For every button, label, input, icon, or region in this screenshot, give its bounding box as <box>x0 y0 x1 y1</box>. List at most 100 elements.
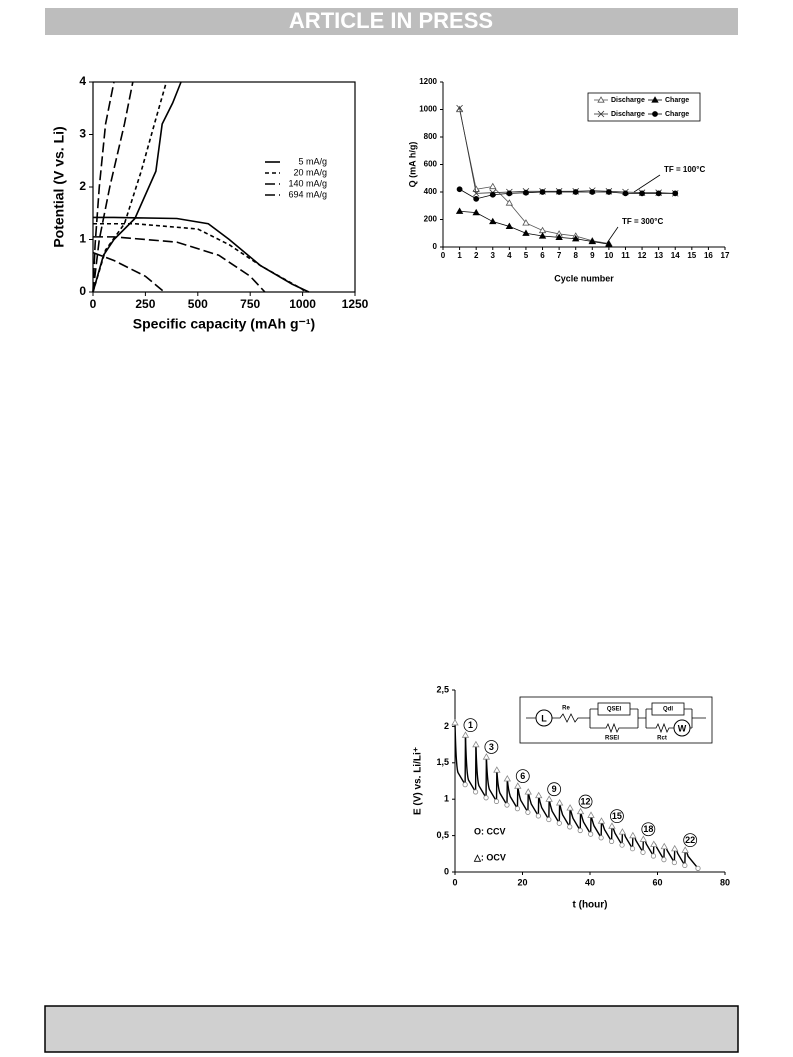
circuit-label: RSEI <box>605 736 619 742</box>
y-tick-label: 1,5 <box>436 757 449 767</box>
point <box>577 827 583 834</box>
x-axis-title: Specific capacity (mAh g⁻¹) <box>133 316 315 332</box>
circuit-label: L <box>541 713 547 723</box>
point <box>587 811 595 818</box>
point <box>597 817 606 824</box>
x-tick-label: 80 <box>720 877 730 887</box>
point <box>545 795 553 802</box>
point <box>556 820 562 826</box>
point <box>619 842 625 848</box>
peak-label-circle <box>463 718 478 733</box>
point <box>566 804 574 811</box>
point <box>682 862 688 869</box>
x-tick-label: 13 <box>654 251 663 260</box>
legend-label: △: OCV <box>473 852 506 862</box>
series-line <box>92 81 306 293</box>
series-line <box>92 81 165 293</box>
x-tick-label: 0 <box>441 251 446 260</box>
series-line <box>92 81 266 293</box>
peak-label-circle <box>610 809 624 824</box>
point <box>489 182 497 190</box>
figure-3: L Re QSEI RSEI Qdl Rct W 0 20 40 60 80 0 0,5 1 1… <box>413 684 730 910</box>
x-tick-label: 2 <box>474 251 479 260</box>
point <box>650 853 657 859</box>
annotation: TF = 100°C <box>664 165 705 174</box>
figure-2: 0 1 2 3 4 5 6 7 8 9 10 11 12 13 14 15 16 1702004006008001… <box>407 77 730 283</box>
x-tick-label: 15 <box>687 251 696 260</box>
x-tick-label: 12 <box>638 251 647 260</box>
point <box>608 838 615 845</box>
point <box>505 222 514 229</box>
x-tick-label: 60 <box>652 877 662 887</box>
legend-label: Discharge <box>611 97 645 104</box>
y-tick-label: 0 <box>444 866 449 876</box>
x-tick-label: 20 <box>517 877 527 887</box>
point <box>493 766 501 773</box>
peak-label-circle <box>578 794 593 809</box>
point <box>629 846 636 852</box>
point <box>493 798 500 804</box>
point <box>556 189 563 195</box>
circuit-label: QSEI <box>607 707 622 713</box>
figure-1: 0 250 500 750 1000 1250 0 1 2 3 4 Specific capacity… <box>51 74 369 332</box>
point <box>524 788 532 795</box>
point <box>629 831 637 839</box>
point <box>588 237 596 245</box>
point <box>456 186 463 193</box>
circuit-warburg <box>673 719 691 737</box>
circuit-qsei <box>597 702 631 716</box>
point <box>608 822 616 829</box>
legend-marker <box>651 96 659 103</box>
x-tick-label: 1000 <box>289 297 316 311</box>
point <box>514 806 521 812</box>
x-tick-label: 4 <box>507 251 512 260</box>
circuit-label: Qdl <box>663 707 673 713</box>
x-tick-label: 1250 <box>342 297 369 311</box>
point <box>639 190 645 197</box>
x-tick-label: 16 <box>704 251 713 260</box>
point <box>472 789 479 795</box>
y-tick-label: 1 <box>444 794 449 804</box>
circuit-wires <box>526 708 706 734</box>
peak-label: 18 <box>643 824 653 834</box>
legend-marker <box>652 111 658 117</box>
x-axis-title: Cycle number <box>554 273 614 283</box>
legend-label: 694 mA/g <box>288 189 327 199</box>
x-tick-label: 8 <box>573 251 578 260</box>
circuit-qdl <box>651 702 685 716</box>
x-tick-label: 10 <box>604 251 613 260</box>
point <box>539 189 546 195</box>
point <box>567 824 573 830</box>
peak-label-circle <box>547 782 562 797</box>
y-tick-label: 1200 <box>419 77 437 86</box>
point <box>598 835 604 841</box>
x-tick-label: 11 <box>621 251 630 260</box>
x-tick-label: 40 <box>585 877 595 887</box>
circuit-label: Re <box>562 706 570 712</box>
legend-marker <box>597 96 605 103</box>
circuit-inductor <box>535 709 553 727</box>
point <box>456 104 463 112</box>
x-tick-label: 7 <box>557 251 562 260</box>
point <box>522 219 530 226</box>
peak-label-circle <box>641 822 656 837</box>
point <box>588 831 594 837</box>
point <box>535 791 543 799</box>
point <box>538 232 547 239</box>
point <box>572 234 580 242</box>
y-tick-label: 800 <box>424 132 438 141</box>
peak-label: 15 <box>612 811 622 821</box>
curve-segment <box>485 756 498 804</box>
y-axis-title: Potential (V vs. Li) <box>51 126 67 247</box>
point <box>482 753 491 760</box>
x-tick-label: 9 <box>590 251 595 260</box>
peak-label: 6 <box>520 771 525 781</box>
annotation: TF = 300°C <box>622 217 663 226</box>
point <box>671 859 677 866</box>
y-axis-title: Q (mA h/g) <box>407 142 417 188</box>
point <box>661 857 667 863</box>
curve-segment <box>496 770 509 808</box>
point <box>681 846 689 853</box>
x-axis-title: t (hour) <box>573 900 608 911</box>
